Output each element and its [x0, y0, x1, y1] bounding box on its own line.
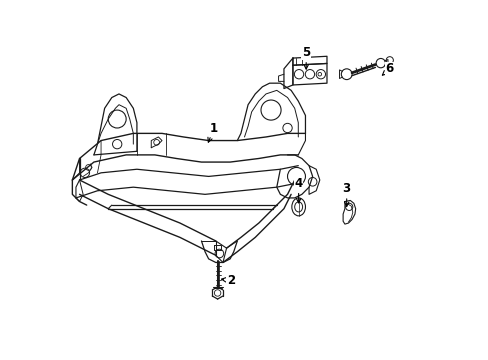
- Text: 2: 2: [221, 274, 234, 287]
- Text: 4: 4: [294, 177, 302, 203]
- Text: 6: 6: [382, 62, 393, 75]
- Text: 5: 5: [302, 46, 310, 69]
- Text: 1: 1: [207, 122, 218, 142]
- Text: 3: 3: [342, 183, 350, 207]
